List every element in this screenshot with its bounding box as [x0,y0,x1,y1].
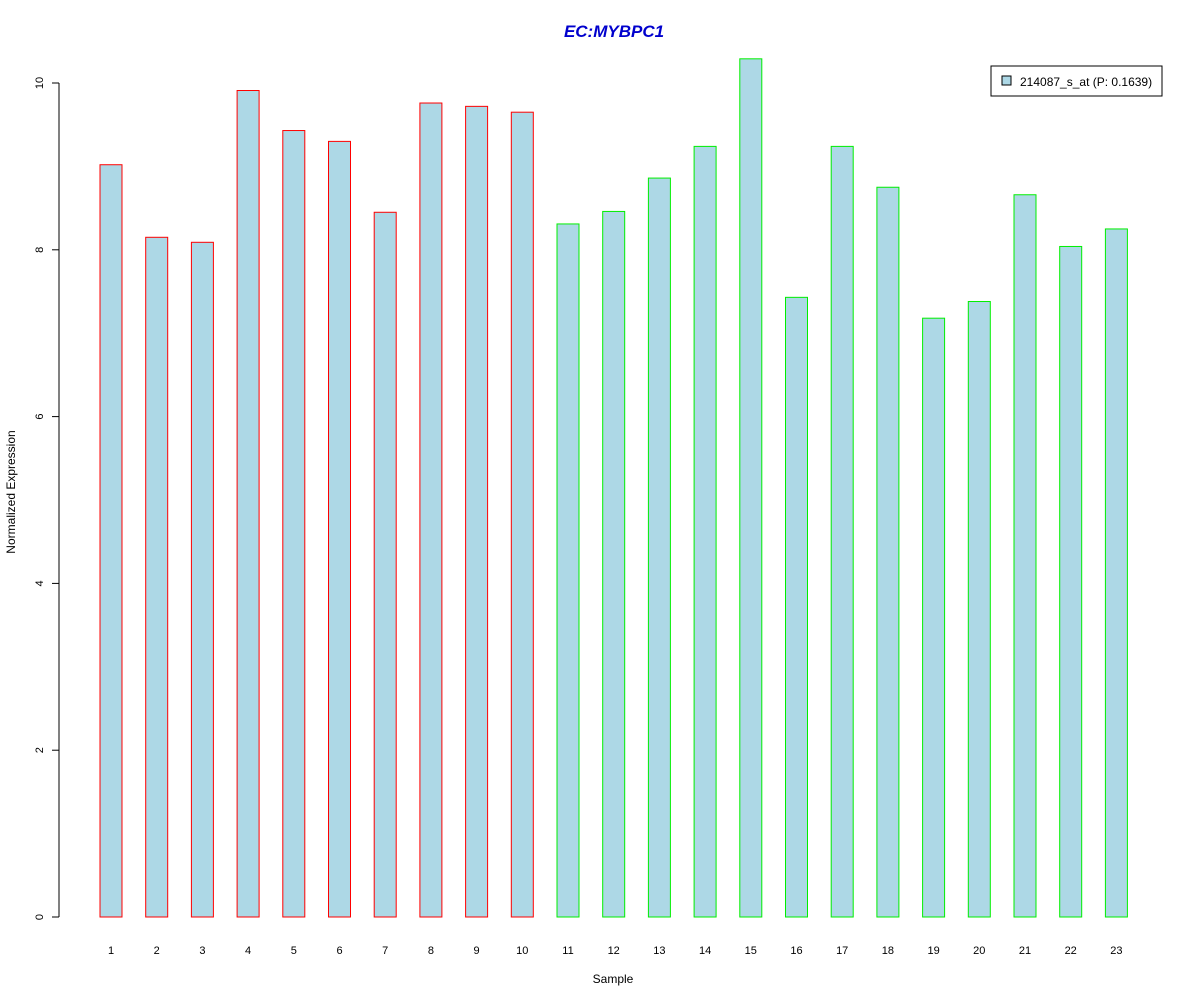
y-tick-label: 10 [34,77,46,89]
x-tick-label: 18 [882,945,894,957]
bar-sample-6 [328,140,351,918]
legend-series-label: 214087_s_at (P: 0.1639) [1020,75,1152,89]
x-tick-label: 21 [1019,945,1031,957]
x-tick-label: 20 [973,945,985,957]
x-tick-label: 23 [1110,945,1122,957]
x-tick-label: 17 [836,945,848,957]
bar-sample-12 [602,210,626,918]
legend: 214087_s_at (P: 0.1639) [990,65,1163,97]
bar-sample-18 [876,186,900,918]
bar-sample-16 [785,296,808,918]
y-tick-label: 4 [34,580,46,586]
y-tick-label: 8 [34,247,46,253]
x-tick-label: 6 [336,945,342,957]
legend-swatch [1001,75,1012,86]
bar-sample-5 [282,130,306,918]
bar-sample-14 [693,145,717,918]
x-tick-label: 5 [291,945,297,957]
bar-sample-21 [1013,194,1037,918]
x-tick-label: 12 [608,945,620,957]
x-tick-label: 14 [699,945,711,957]
bar-sample-20 [967,301,991,918]
x-tick-labels: 1 2 3 4 5 6 7 8 9 10 11 12 13 14 15 16 17 18 19 20 21 22 23 [108,945,1123,957]
bar-sample-1 [99,164,123,918]
y-tick-label: 2 [34,747,46,753]
x-tick-label: 7 [382,945,388,957]
x-tick-label: 9 [474,945,480,957]
bar-sample-10 [510,111,534,918]
bar-sample-17 [830,145,854,918]
bar-sample-7 [373,211,397,918]
bar-sample-23 [1104,228,1128,918]
x-tick-label: 3 [199,945,205,957]
y-tick-label: 6 [34,414,46,420]
bar-sample-15 [739,58,763,918]
x-tick-label: 2 [154,945,160,957]
x-tick-label: 10 [516,945,528,957]
bar-sample-19 [922,317,946,918]
y-tick-label: 0 [34,914,46,920]
x-tick-label: 16 [790,945,802,957]
x-tick-label: 1 [108,945,114,957]
bar-sample-11 [556,223,580,918]
y-axis-label: Normalized Expression [4,430,18,553]
x-tick-label: 13 [653,945,665,957]
bar-sample-22 [1059,245,1083,918]
bar-sample-9 [465,105,489,918]
bar-sample-3 [190,241,214,918]
x-tick-label: 11 [562,945,573,957]
bar-sample-2 [145,236,169,918]
bar-sample-4 [236,90,260,918]
x-axis-label: Sample [593,972,634,986]
bar-sample-8 [419,102,443,918]
bars-group [99,58,1128,918]
x-tick-label: 4 [245,945,251,957]
bar-sample-13 [647,177,671,918]
x-tick-label: 19 [927,945,939,957]
x-tick-label: 22 [1065,945,1077,957]
x-tick-label: 15 [745,945,757,957]
chart-title: EC:MYBPC1 [564,22,664,41]
x-tick-label: 8 [428,945,434,957]
y-axis: 0 2 4 6 8 10 [34,77,60,920]
legend-box [990,65,1163,97]
